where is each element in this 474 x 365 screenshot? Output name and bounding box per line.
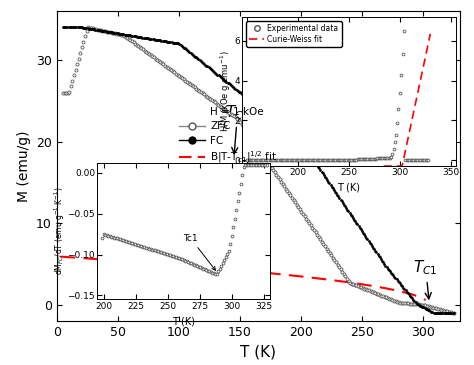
Text: $T_{C2}$: $T_{C2}$ [225,103,250,154]
X-axis label: T (K): T (K) [240,345,276,360]
Y-axis label: M (emu/g): M (emu/g) [17,130,31,202]
Legend: H = 1 kOe, ZFC, FC, B|T-T$_{c1}$|$^{1/2}$ fit: H = 1 kOe, ZFC, FC, B|T-T$_{c1}$|$^{1/2}… [175,103,282,170]
Text: $T_{C1}$: $T_{C1}$ [413,258,438,299]
